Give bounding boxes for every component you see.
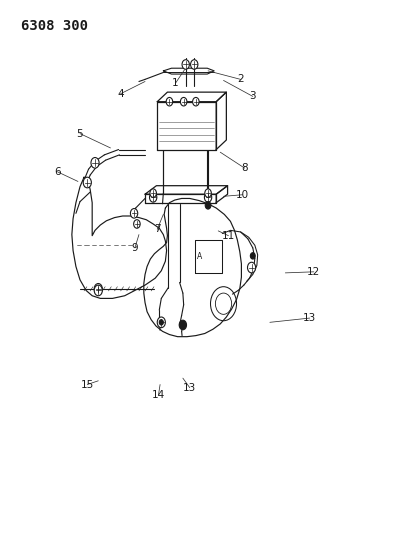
Text: 10: 10 [236,190,249,200]
Text: 3: 3 [249,91,256,101]
Text: 14: 14 [152,390,165,400]
Text: 1: 1 [172,78,179,88]
Circle shape [182,60,189,69]
Circle shape [179,320,186,330]
Text: 11: 11 [222,231,235,241]
Circle shape [94,284,102,294]
Circle shape [180,98,187,106]
Text: A: A [197,253,202,261]
Circle shape [248,262,256,273]
Text: 13: 13 [303,313,316,323]
Text: 4: 4 [118,88,124,99]
Text: 5: 5 [77,128,83,139]
Circle shape [205,201,211,209]
Text: 15: 15 [81,379,94,390]
Circle shape [134,220,140,228]
Circle shape [251,253,255,259]
Circle shape [91,158,99,168]
Circle shape [157,317,165,328]
Text: 6308 300: 6308 300 [21,19,88,33]
Circle shape [205,189,211,197]
Text: 7: 7 [154,224,161,235]
Text: 13: 13 [183,383,196,393]
Circle shape [159,320,163,325]
Circle shape [149,192,157,202]
Circle shape [150,189,156,197]
Circle shape [83,177,91,188]
Circle shape [204,192,212,202]
Circle shape [97,287,100,291]
Circle shape [193,98,199,106]
Circle shape [131,208,138,218]
Circle shape [94,285,102,296]
Text: 2: 2 [237,75,244,84]
Circle shape [166,98,173,106]
Text: 9: 9 [131,243,138,253]
Text: 6: 6 [54,167,61,177]
Text: 8: 8 [242,163,248,173]
Text: 12: 12 [307,267,320,277]
Circle shape [191,60,198,69]
